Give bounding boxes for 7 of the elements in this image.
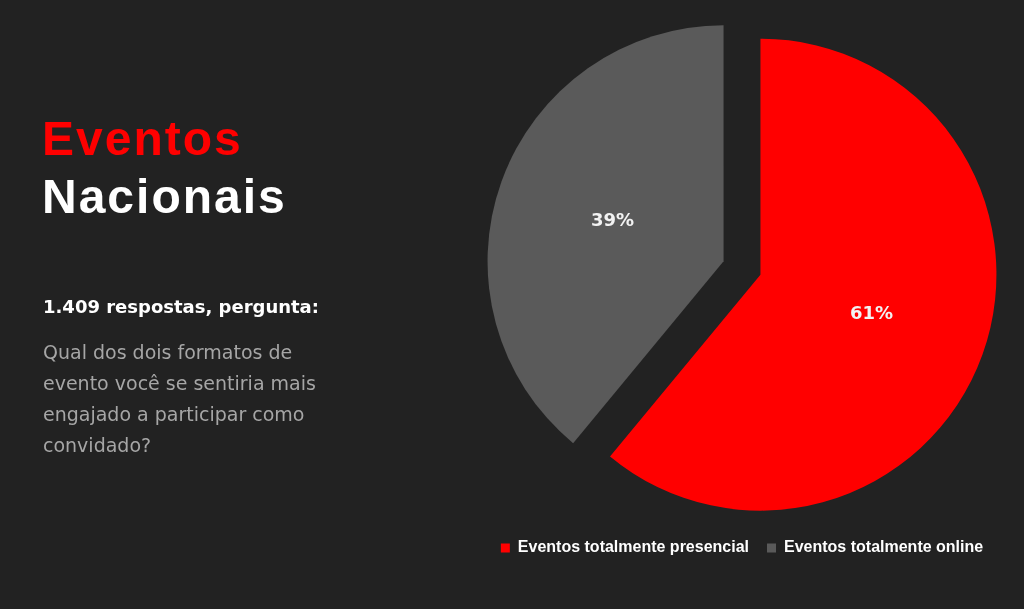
legend-label: Eventos totalmente online xyxy=(784,538,984,556)
text: 1.409 respostas, pergunta: xyxy=(43,295,320,319)
data-label: 39% xyxy=(590,209,635,231)
legend-label: Eventos totalmente presencial xyxy=(517,538,750,556)
data-label: 61% xyxy=(849,302,894,324)
text: Qual dos dois formatos de evento você se sentiria mais engajado a participar como convidado? xyxy=(43,340,317,458)
text: Eventos Nacionais xyxy=(42,111,288,225)
